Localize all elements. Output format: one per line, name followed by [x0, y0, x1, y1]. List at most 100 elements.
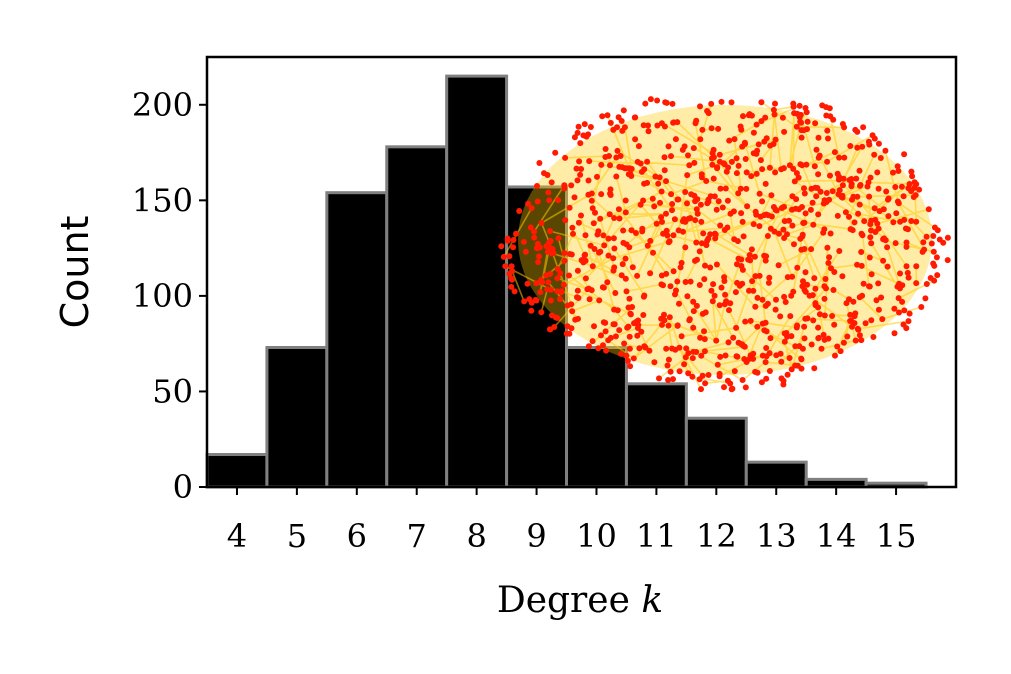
network-node: [786, 162, 793, 169]
network-node: [639, 225, 646, 232]
network-node: [614, 147, 621, 154]
network-node: [574, 129, 581, 136]
network-node: [908, 218, 915, 224]
network-node: [753, 170, 760, 177]
network-node: [628, 227, 635, 234]
bar-degree-10: [565, 345, 628, 489]
network-node: [697, 103, 703, 110]
network-node: [930, 233, 937, 239]
network-node: [681, 361, 688, 368]
network-node: [578, 212, 584, 219]
network-node: [665, 356, 672, 363]
network-node: [561, 250, 568, 256]
network-node: [568, 301, 575, 308]
network-node: [870, 334, 877, 340]
network-node: [699, 310, 706, 317]
network-node: [520, 238, 527, 245]
network-node: [821, 312, 828, 319]
network-node: [585, 343, 592, 350]
x-tick-label: 7: [407, 517, 427, 555]
network-node: [786, 355, 793, 361]
network-node: [622, 209, 629, 216]
network-node: [677, 264, 684, 271]
network-node: [860, 124, 867, 131]
network-node: [712, 231, 719, 238]
network-node: [815, 211, 822, 218]
network-node: [923, 281, 930, 287]
network-node: [879, 316, 886, 323]
network-node: [873, 297, 880, 304]
network-node: [710, 146, 717, 153]
network-node: [539, 279, 546, 286]
network-node: [634, 158, 641, 165]
network-node: [854, 144, 861, 151]
network-node: [626, 345, 633, 352]
network-node: [528, 299, 535, 306]
network-node: [773, 296, 779, 303]
network-node: [577, 140, 584, 147]
network-node: [821, 226, 828, 233]
network-node: [772, 206, 779, 213]
network-node: [531, 234, 538, 241]
network-node: [566, 272, 572, 279]
network-node: [594, 173, 600, 180]
network-node: [850, 298, 857, 305]
network-node: [702, 380, 709, 387]
network-node: [632, 136, 639, 143]
network-node: [790, 288, 797, 295]
network-node: [895, 295, 902, 302]
network-node: [707, 264, 714, 271]
network-node: [687, 278, 694, 285]
network-node: [869, 132, 876, 139]
network-node: [715, 125, 722, 132]
network-node: [890, 169, 896, 176]
network-node: [657, 199, 663, 206]
network-node: [758, 99, 765, 106]
network-node: [703, 178, 710, 184]
network-node: [823, 199, 830, 205]
network-node: [627, 170, 634, 177]
network-node: [634, 272, 641, 279]
network-node: [867, 234, 874, 241]
network-node: [701, 336, 708, 343]
network-node: [544, 248, 551, 255]
network-node: [802, 269, 809, 276]
network-node: [864, 183, 871, 190]
network-node: [808, 185, 815, 192]
network-node: [923, 233, 930, 240]
network-node: [858, 262, 865, 269]
network-node: [904, 269, 911, 276]
network-node: [602, 328, 609, 335]
network-node: [758, 379, 765, 386]
network-node: [826, 105, 833, 112]
network-node: [570, 230, 576, 237]
network-node: [721, 384, 727, 391]
y-tick-label: 150: [132, 181, 193, 219]
network-node: [630, 355, 637, 362]
network-node: [576, 158, 583, 165]
network-node: [644, 179, 651, 186]
network-node: [646, 347, 653, 354]
network-node: [761, 212, 768, 219]
network-node: [825, 135, 831, 142]
network-node: [893, 210, 900, 217]
network-node: [534, 198, 541, 205]
network-node: [780, 226, 787, 233]
network-node: [772, 169, 779, 176]
network-node: [916, 186, 923, 193]
network-node: [528, 205, 535, 212]
bar-degree-13: [744, 460, 808, 489]
network-node: [513, 230, 519, 237]
network-node: [781, 128, 788, 135]
network-node: [600, 342, 606, 349]
network-node: [704, 108, 711, 114]
network-node: [731, 236, 738, 243]
network-node: [640, 293, 647, 300]
network-node: [890, 219, 897, 226]
network-node: [750, 221, 757, 228]
network-node: [756, 190, 763, 197]
network-node: [793, 324, 800, 331]
network-node: [834, 343, 841, 350]
network-node: [611, 321, 618, 328]
network-node: [895, 168, 902, 174]
